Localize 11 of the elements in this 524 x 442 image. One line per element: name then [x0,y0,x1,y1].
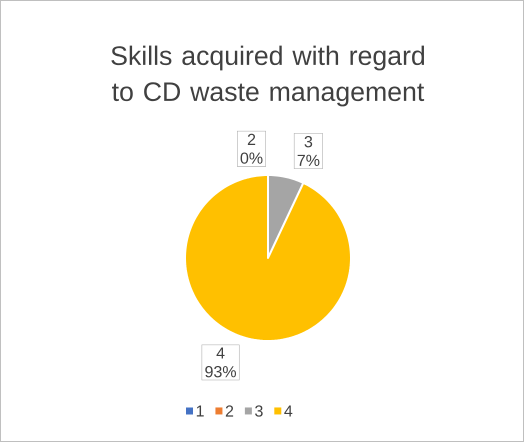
slice-label: 3 [304,136,312,148]
legend-label: 3 [255,405,263,417]
legend-label: 2 [226,405,234,417]
text: 0% [240,152,262,164]
legend-label: 1 [196,405,204,416]
chart-title: Skills acquired with regard to CD waste management [111,46,424,106]
legend-label: 4 [284,405,292,416]
data-label: 7% [298,154,320,166]
category-label: 2 [248,134,256,145]
data-label: 93% [205,366,236,378]
slice-label: 4 [216,348,225,359]
